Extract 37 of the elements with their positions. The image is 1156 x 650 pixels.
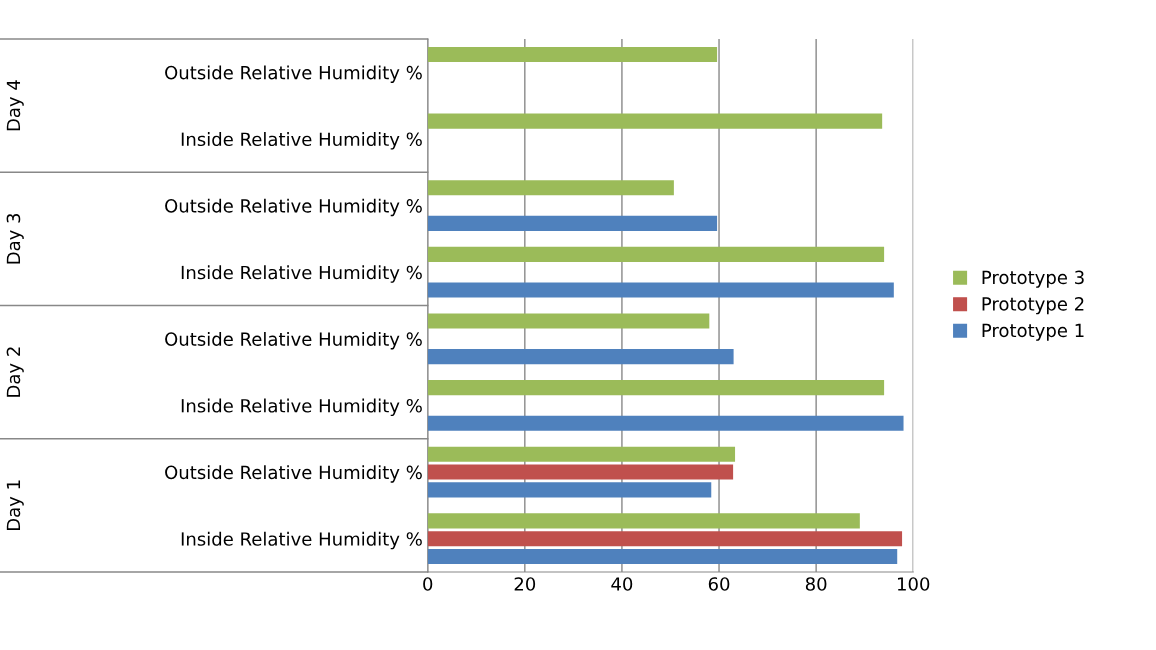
legend-label: Prototype 2 [982, 297, 1084, 315]
x-tick-label: 60 [708, 577, 730, 591]
legend-label: Prototype 3 [982, 270, 1084, 288]
bar [427, 482, 712, 498]
bar [427, 464, 734, 480]
x-tick-label: 20 [514, 577, 536, 591]
bar [427, 246, 885, 262]
y-tick-label: Inside Relative Humidity % [181, 265, 422, 283]
y-tick-label: Outside Relative Humidity % [165, 65, 422, 83]
bar [427, 180, 674, 196]
legend-label: Prototype 1 [982, 323, 1084, 341]
x-tick-label: 80 [805, 577, 827, 591]
text: Day 2 [6, 347, 24, 397]
bar [427, 380, 885, 396]
text: Day 1 [6, 480, 24, 531]
y-tick-label: Inside Relative Humidity % [181, 398, 422, 417]
text: Day 4 [6, 80, 24, 131]
bar [427, 415, 904, 431]
bar [427, 313, 710, 329]
bar [427, 215, 718, 231]
bar [427, 548, 898, 564]
bar [427, 531, 903, 547]
bar [427, 282, 894, 298]
bar [427, 513, 860, 529]
bar [427, 113, 883, 129]
y-tick-label: Outside Relative Humidity % [165, 465, 422, 483]
bar [427, 349, 734, 365]
y-tick-label: Outside Relative Humidity % [165, 198, 422, 217]
x-tick-label: 0 [423, 577, 433, 591]
y-tick-label: Inside Relative Humidity % [181, 132, 422, 150]
x-tick-label: 40 [611, 577, 633, 591]
y-tick-label: Inside Relative Humidity % [181, 531, 422, 550]
bar [427, 446, 736, 462]
y-tick-label: Outside Relative Humidity % [165, 331, 422, 350]
x-tick-label: 100 [897, 577, 930, 591]
bar [427, 47, 718, 63]
text: Day 3 [6, 213, 24, 264]
